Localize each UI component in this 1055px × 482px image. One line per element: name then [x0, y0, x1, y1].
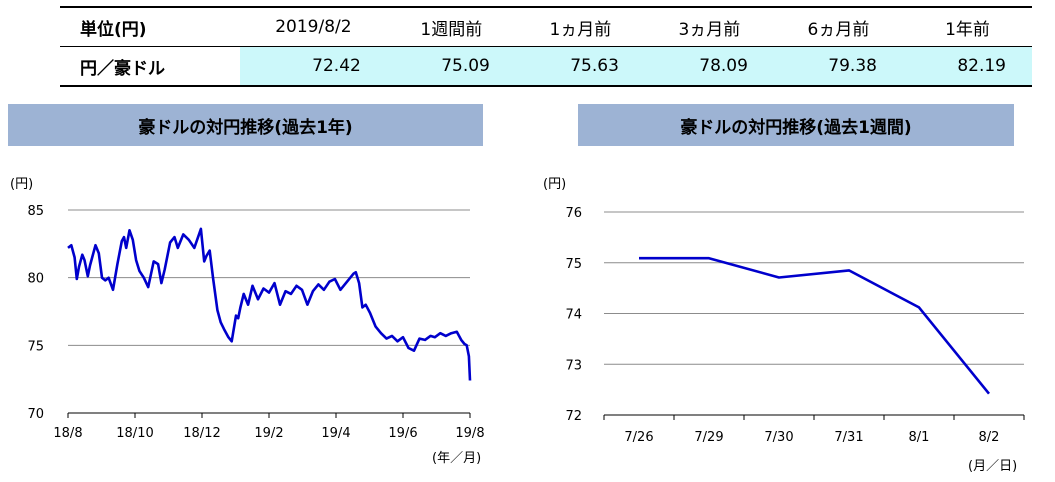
x-tick-label: 7/30 [764, 430, 793, 445]
rate-value: 78.09 [644, 46, 774, 87]
col-header: 3ヵ月前 [644, 6, 774, 47]
col-header: 1年前 [902, 6, 1032, 47]
x-tick-label: 7/29 [694, 430, 723, 445]
col-header: 1週間前 [386, 6, 516, 47]
x-tick-label: 7/26 [624, 430, 653, 445]
x-tick-label: 19/2 [254, 426, 283, 441]
series-line-1y [67, 227, 472, 381]
chart-1y-ylabel: (円) [10, 177, 33, 192]
rate-table-value-row: 円／豪ドル 72.42 75.09 75.63 78.09 79.38 82.1… [60, 46, 1032, 87]
unit-label: 単位(円) [60, 6, 240, 47]
series-line-1w [639, 256, 991, 395]
chart-title-1w: 豪ドルの対円推移(過去1週間) [578, 104, 1014, 146]
x-tick-label: 19/8 [455, 426, 484, 441]
x-tick-label: 18/10 [116, 426, 153, 441]
rate-value: 79.38 [773, 46, 903, 87]
x-tick-label: 8/1 [909, 430, 930, 445]
y-tick-label: 70 [27, 407, 44, 422]
y-tick-label: 76 [565, 206, 582, 221]
rate-value: 75.09 [386, 46, 516, 87]
row-label: 円／豪ドル [60, 46, 240, 87]
y-tick-label: 74 [565, 308, 582, 323]
x-tick-label: 8/2 [979, 430, 1000, 445]
x-tick-label: 19/4 [321, 426, 350, 441]
rate-table: 単位(円) 2019/8/2 1週間前 1ヵ月前 3ヵ月前 6ヵ月前 1年前 円… [60, 6, 1032, 87]
x-tick-label: 19/6 [388, 426, 417, 441]
x-tick-label: 7/31 [834, 430, 863, 445]
col-header: 1ヵ月前 [515, 6, 645, 47]
y-tick-label: 80 [27, 272, 44, 287]
col-header: 2019/8/2 [240, 6, 387, 47]
chart-1w-ylabel: (円) [543, 177, 566, 192]
chart-1y-xlabel: (年／月) [432, 451, 481, 466]
chart-title-1y: 豪ドルの対円推移(過去1年) [8, 104, 483, 146]
x-tick-label: 18/12 [183, 426, 220, 441]
chart-1w: 72 73 74 75 76 7/26 7/29 7/30 7/31 8/1 8/2 [565, 206, 1025, 445]
col-header: 6ヵ月前 [773, 6, 903, 47]
rate-value: 75.63 [515, 46, 645, 87]
y-tick-label: 73 [565, 358, 582, 373]
y-tick-label: 75 [565, 257, 582, 272]
rate-table-header-row: 単位(円) 2019/8/2 1週間前 1ヵ月前 3ヵ月前 6ヵ月前 1年前 [60, 6, 1032, 47]
x-tick-label: 18/8 [53, 426, 82, 441]
y-tick-label: 85 [27, 204, 44, 219]
chart-1y: 70 75 80 85 18/8 18/10 18/12 19/2 19/4 19/6 19/8 [27, 204, 484, 441]
rate-value: 82.19 [902, 46, 1032, 87]
y-tick-label: 72 [565, 409, 582, 424]
y-tick-label: 75 [27, 339, 44, 354]
rate-value: 72.42 [240, 46, 387, 87]
chart-1w-xlabel: (月／日) [968, 459, 1017, 474]
